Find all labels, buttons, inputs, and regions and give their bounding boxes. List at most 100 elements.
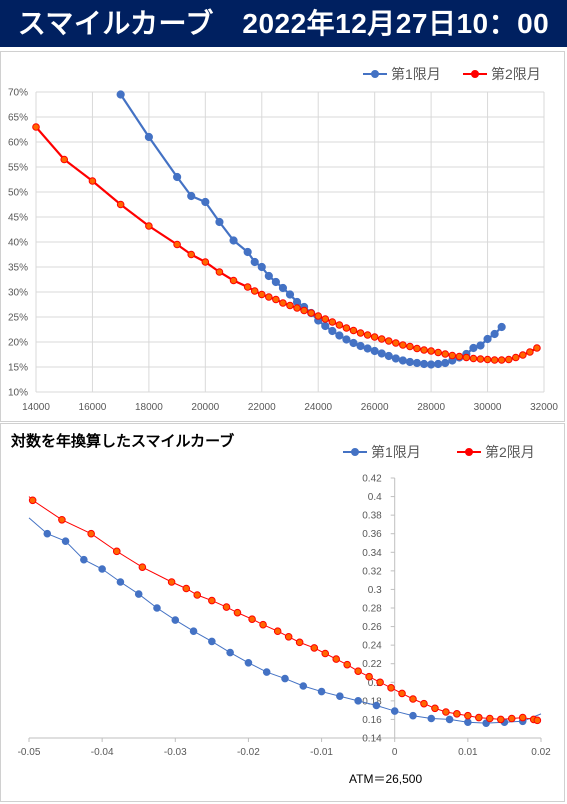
data-point [310, 644, 319, 652]
data-point [427, 714, 436, 723]
data-point [116, 200, 125, 209]
data-point [507, 714, 516, 723]
y-tick-label: 15% [8, 363, 28, 374]
atm-annotation: ATM＝26,500 [349, 772, 423, 786]
data-point [153, 604, 161, 612]
y-tick-label: 30% [8, 288, 28, 299]
data-point [278, 283, 288, 293]
data-point [328, 318, 337, 326]
data-point [134, 590, 143, 598]
data-point [413, 344, 421, 353]
data-point [387, 684, 395, 692]
data-point [365, 672, 373, 681]
data-point [455, 352, 464, 361]
y-tick-label: 0.16 [362, 715, 382, 726]
data-point [171, 616, 180, 624]
data-point [28, 496, 37, 505]
data-point [300, 306, 308, 315]
data-point [476, 341, 485, 350]
data-point [116, 578, 125, 586]
series-line-1 [119, 93, 503, 366]
data-point [391, 354, 400, 363]
data-point [434, 359, 443, 369]
data-point [88, 177, 97, 185]
data-point [496, 715, 505, 724]
data-point [332, 655, 341, 663]
data-point [335, 331, 344, 340]
data-point [61, 537, 70, 545]
y-tick-label: 55% [8, 163, 28, 174]
data-point [167, 578, 176, 586]
data-point [271, 277, 280, 287]
data-point [398, 356, 407, 365]
data-point [405, 357, 415, 367]
y-tick-label: 0.28 [362, 604, 382, 615]
data-point [390, 707, 399, 715]
data-point [173, 240, 181, 249]
x-tick-label: 28000 [417, 402, 445, 413]
y-tick-label: 65% [8, 113, 28, 124]
x-tick-label: 0.02 [531, 747, 551, 758]
data-point [138, 563, 147, 571]
data-point [112, 547, 121, 556]
data-point [321, 315, 330, 323]
data-point [343, 660, 351, 669]
legend-label: 第2限月 [485, 444, 535, 460]
y-tick-label: 0.36 [362, 529, 382, 540]
data-point [511, 353, 520, 362]
y-tick-label: 35% [8, 263, 28, 274]
data-point [262, 668, 271, 676]
data-point [490, 356, 499, 364]
data-point [469, 354, 478, 363]
data-point [384, 337, 393, 345]
data-point [286, 301, 294, 310]
data-point [533, 344, 541, 352]
data-point [215, 217, 224, 227]
data-point [321, 649, 330, 658]
data-point [483, 334, 492, 344]
data-point [431, 704, 439, 713]
chart-title: 対数を年換算したスマイルカーブ [11, 432, 235, 450]
data-point [273, 627, 282, 636]
data-point [427, 347, 435, 355]
legend-label: 第1限月 [371, 444, 421, 460]
x-tick-label: -0.01 [310, 747, 333, 758]
data-point [356, 329, 365, 337]
data-point [87, 529, 95, 538]
data-point [250, 257, 259, 267]
smile-curve-chart: 10% 15% 20% 25% 30% 35% 40% 45% 50% 55% 60% 65% 70% 1… [8, 66, 558, 413]
legend-marker [371, 70, 379, 78]
data-point [145, 222, 153, 230]
y-tick-label: 0.2 [368, 678, 382, 689]
data-point [58, 515, 66, 524]
data-point [519, 351, 527, 359]
y-tick-label: 0.38 [362, 511, 382, 522]
data-point [363, 331, 372, 339]
data-point [60, 155, 69, 164]
data-point [372, 701, 381, 710]
y-tick-label: 0.18 [362, 696, 382, 707]
data-point [476, 355, 485, 363]
data-point [299, 682, 308, 690]
legend-marker [465, 448, 473, 456]
data-point [475, 713, 483, 722]
data-point [441, 358, 450, 368]
data-point [317, 687, 326, 696]
data-point [201, 197, 210, 207]
x-tick-label: -0.05 [18, 747, 41, 758]
x-tick-label: 24000 [304, 402, 332, 413]
data-point [281, 674, 289, 683]
data-point [406, 342, 414, 351]
y-tick-label: 0.26 [362, 622, 382, 633]
data-point [307, 309, 315, 317]
x-tick-label: -0.03 [164, 747, 187, 758]
x-tick-label: 32000 [530, 402, 558, 413]
y-tick-label: 10% [8, 388, 28, 399]
data-point [354, 667, 362, 675]
data-point [384, 351, 393, 361]
data-point [335, 321, 344, 329]
data-point [229, 276, 238, 285]
data-point [377, 335, 386, 343]
data-point [98, 565, 106, 573]
data-point [295, 638, 304, 647]
